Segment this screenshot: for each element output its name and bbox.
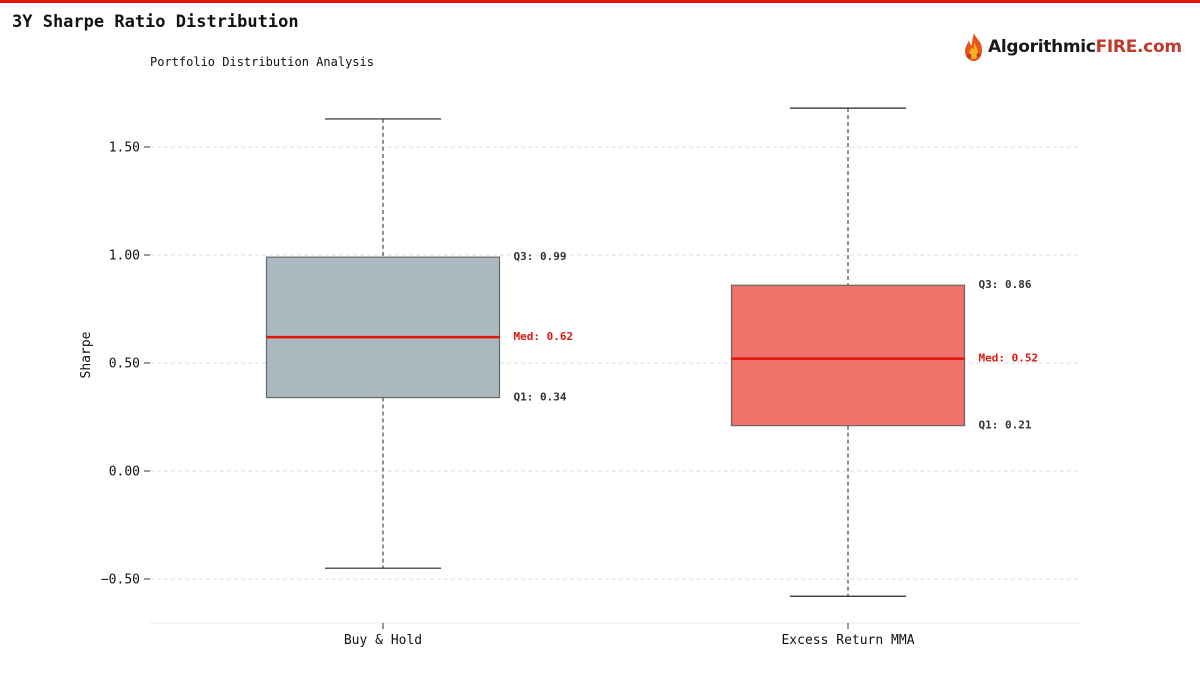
y-tick-label: 0.00 xyxy=(109,465,140,480)
iqr-box xyxy=(265,256,501,399)
y-axis-label: Sharpe xyxy=(79,331,94,378)
box-group: Q3: 0.99 Med: 0.62 Q1: 0.34 xyxy=(265,118,574,569)
x-tick-label: Excess Return MMA xyxy=(781,633,914,648)
x-tick-label: Buy & Hold xyxy=(344,633,422,648)
brand-name-accent: FIRE.com xyxy=(1095,37,1182,57)
brand-name-main: Algorithmic xyxy=(988,37,1096,57)
q1-label: Q1: 0.21 xyxy=(979,419,1032,432)
q3-label: Q3: 0.99 xyxy=(514,250,567,263)
median-label: Med: 0.52 xyxy=(979,352,1039,365)
y-tick-label: 1.50 xyxy=(109,141,140,156)
median-label: Med: 0.62 xyxy=(514,330,574,343)
brand-logo: AlgorithmicFIRE.com xyxy=(962,32,1182,62)
q1-label: Q1: 0.34 xyxy=(514,391,567,404)
y-tick-label: −0.50 xyxy=(101,573,140,588)
axes: −0.50 0.00 0.50 1.00 1.50 Buy & Hold Excess Re… xyxy=(101,141,1080,648)
brand-name: AlgorithmicFIRE.com xyxy=(988,37,1182,57)
top-accent-rule xyxy=(0,0,1200,3)
q3-label: Q3: 0.86 xyxy=(979,278,1032,291)
box-plots: Q3: 0.99 Med: 0.62 Q1: 0.34 Q3: 0.86 Med: 0.… xyxy=(265,107,1039,597)
iqr-box xyxy=(730,284,966,427)
y-tick-label: 0.50 xyxy=(109,357,140,372)
chart-subtitle: Portfolio Distribution Analysis xyxy=(150,55,374,69)
box-group: Q3: 0.86 Med: 0.52 Q1: 0.21 xyxy=(730,107,1039,597)
y-tick-label: 1.00 xyxy=(109,249,140,264)
flame-logo-icon xyxy=(965,33,982,61)
chart-title: 3Y Sharpe Ratio Distribution xyxy=(12,12,299,32)
